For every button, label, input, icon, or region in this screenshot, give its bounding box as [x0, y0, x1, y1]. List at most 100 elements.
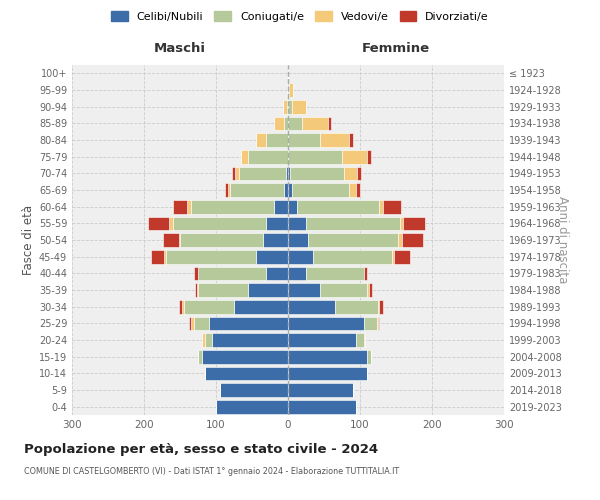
Bar	[198, 350, 202, 364]
Bar	[296, 200, 379, 213]
Bar	[356, 333, 364, 347]
Bar	[224, 183, 228, 197]
Bar	[184, 300, 234, 314]
Bar	[228, 183, 230, 197]
Bar	[398, 233, 402, 247]
Bar	[288, 200, 296, 213]
Bar	[220, 383, 288, 397]
Bar	[335, 300, 378, 314]
Bar	[378, 316, 379, 330]
Bar	[367, 150, 371, 164]
Bar	[274, 200, 288, 213]
Bar	[194, 266, 198, 280]
Bar	[288, 250, 313, 264]
Bar	[288, 383, 353, 397]
Bar	[320, 133, 349, 147]
Bar	[403, 216, 425, 230]
Bar	[182, 300, 184, 314]
Bar	[284, 116, 288, 130]
Bar	[288, 100, 292, 114]
Bar	[284, 183, 288, 197]
Bar	[364, 266, 367, 280]
Bar	[191, 200, 274, 213]
Bar	[256, 250, 288, 264]
Bar	[377, 316, 378, 330]
Bar	[383, 200, 401, 213]
Bar	[266, 266, 288, 280]
Bar	[287, 100, 288, 114]
Text: Maschi: Maschi	[154, 42, 206, 55]
Bar	[195, 283, 197, 297]
Text: COMUNE DI CASTELGOMBERTO (VI) - Dati ISTAT 1° gennaio 2024 - Elaborazione TUTTIT: COMUNE DI CASTELGOMBERTO (VI) - Dati IST…	[24, 468, 399, 476]
Bar	[288, 83, 289, 97]
Bar	[202, 333, 205, 347]
Text: Femmine: Femmine	[362, 42, 430, 55]
Bar	[232, 166, 235, 180]
Bar	[173, 200, 187, 213]
Bar	[288, 333, 356, 347]
Bar	[179, 300, 182, 314]
Bar	[205, 333, 212, 347]
Bar	[288, 166, 290, 180]
Bar	[202, 350, 288, 364]
Bar	[288, 283, 320, 297]
Bar	[378, 300, 379, 314]
Bar	[198, 283, 248, 297]
Bar	[266, 216, 288, 230]
Bar	[367, 350, 371, 364]
Bar	[306, 266, 364, 280]
Bar	[241, 150, 248, 164]
Bar	[166, 250, 256, 264]
Bar	[342, 150, 367, 164]
Bar	[194, 316, 209, 330]
Bar	[379, 200, 383, 213]
Bar	[274, 116, 284, 130]
Bar	[187, 200, 191, 213]
Bar	[302, 116, 328, 130]
Bar	[164, 250, 166, 264]
Bar	[308, 233, 398, 247]
Bar	[288, 233, 308, 247]
Bar	[148, 216, 169, 230]
Bar	[283, 100, 287, 114]
Bar	[288, 300, 335, 314]
Bar	[288, 400, 356, 413]
Bar	[288, 150, 342, 164]
Bar	[400, 216, 403, 230]
Bar	[289, 83, 293, 97]
Bar	[234, 300, 288, 314]
Bar	[288, 216, 306, 230]
Bar	[349, 183, 356, 197]
Bar	[205, 366, 288, 380]
Bar	[216, 400, 288, 413]
Bar	[292, 183, 349, 197]
Bar	[266, 133, 288, 147]
Bar	[191, 316, 194, 330]
Bar	[212, 333, 288, 347]
Bar	[290, 166, 344, 180]
Y-axis label: Anni di nascita: Anni di nascita	[556, 196, 569, 284]
Bar	[169, 216, 173, 230]
Bar	[263, 233, 288, 247]
Bar	[173, 216, 266, 230]
Bar	[288, 316, 364, 330]
Bar	[287, 83, 288, 97]
Bar	[209, 316, 288, 330]
Bar	[292, 100, 306, 114]
Bar	[288, 133, 320, 147]
Bar	[180, 233, 263, 247]
Bar	[349, 133, 353, 147]
Bar	[394, 250, 410, 264]
Bar	[197, 283, 198, 297]
Bar	[151, 250, 164, 264]
Legend: Celibi/Nubili, Coniugati/e, Vedovi/e, Divorziati/e: Celibi/Nubili, Coniugati/e, Vedovi/e, Di…	[108, 8, 492, 25]
Bar	[344, 166, 357, 180]
Bar	[230, 183, 284, 197]
Bar	[357, 166, 361, 180]
Bar	[163, 233, 179, 247]
Bar	[288, 116, 302, 130]
Bar	[248, 283, 288, 297]
Bar	[239, 166, 286, 180]
Bar	[364, 316, 377, 330]
Bar	[286, 166, 288, 180]
